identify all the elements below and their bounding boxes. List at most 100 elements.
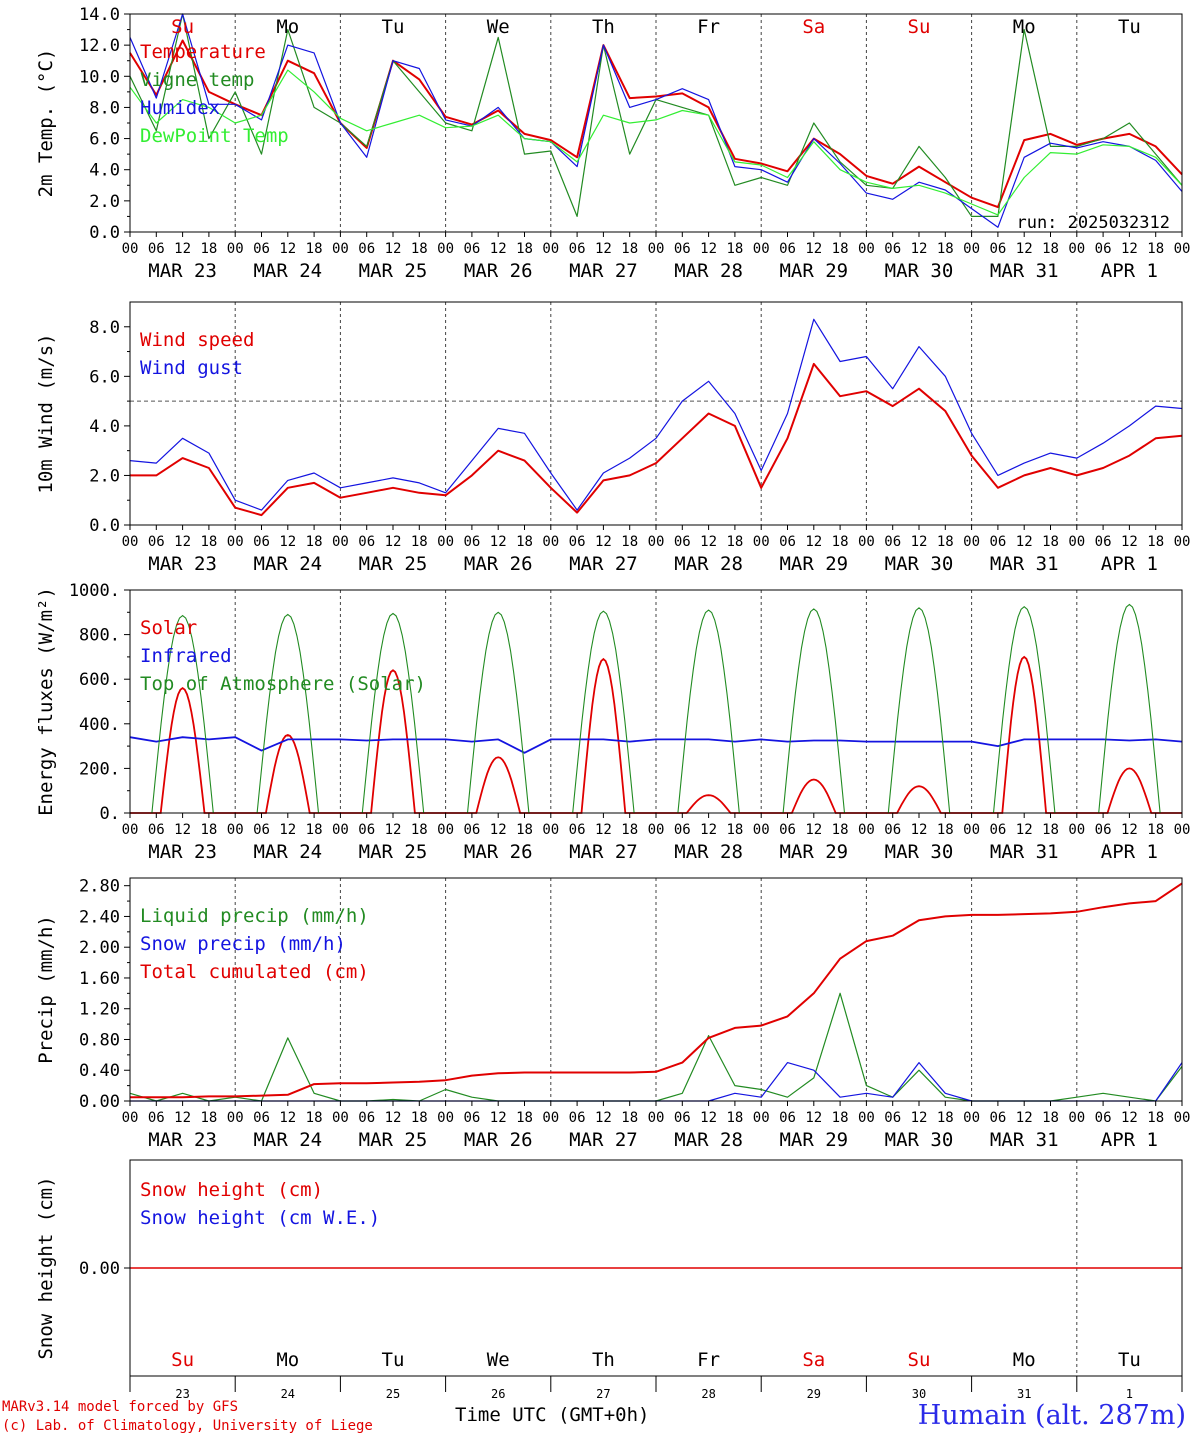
y-tick-label: 2.80: [79, 877, 120, 897]
weekday-label-top: Sa: [802, 16, 825, 38]
x-date-label: MAR 24: [253, 553, 322, 575]
x-tick-label: 06: [989, 1110, 1006, 1126]
x-tick-label: 12: [700, 822, 717, 838]
x-tick-label: 00: [1068, 1110, 1085, 1126]
y-tick-label: 6.0: [89, 130, 120, 150]
x-tick-label: 12: [490, 534, 507, 550]
x-tick-label: 18: [411, 822, 428, 838]
x-date-label: MAR 23: [148, 841, 217, 863]
x-tick-label: 12: [174, 241, 191, 257]
x-tick-label: 06: [148, 534, 165, 550]
x-tick-label: 00: [648, 534, 665, 550]
x-tick-label: 00: [753, 822, 770, 838]
x-tick-label: 18: [200, 822, 217, 838]
x-tick-label: 12: [805, 241, 822, 257]
x-date-label: MAR 28: [674, 841, 743, 863]
x-tick-label: 00: [753, 1110, 770, 1126]
y-axis-label: 2m Temp. (°C): [35, 49, 57, 198]
x-date-label: MAR 24: [253, 841, 322, 863]
x-tick-label: 00: [227, 822, 244, 838]
x-tick-label: 18: [200, 241, 217, 257]
x-date-label: MAR 23: [148, 260, 217, 282]
x-tick-label: 00: [542, 534, 559, 550]
x-tick-label: 00: [648, 1110, 665, 1126]
x-tick-label: 00: [332, 822, 349, 838]
x-tick-label: 06: [148, 822, 165, 838]
day-number-label: 28: [701, 1387, 715, 1401]
x-date-label: APR 1: [1101, 260, 1158, 282]
x-tick-label: 12: [595, 822, 612, 838]
legend-entry: Snow height (cm): [140, 1179, 323, 1201]
y-tick-label: 0.: [100, 804, 120, 824]
x-tick-label: 18: [1147, 822, 1164, 838]
x-tick-label: 00: [858, 822, 875, 838]
y-tick-label: 1.60: [79, 969, 120, 989]
x-date-label: MAR 30: [885, 260, 954, 282]
panel-frame-2: [129, 301, 1183, 526]
x-date-label: MAR 27: [569, 260, 638, 282]
y-axis-label: 10m Wind (m/s): [35, 333, 57, 493]
y-tick-label: 200.: [79, 759, 120, 779]
y-tick-label: 1000.: [69, 581, 120, 601]
x-tick-label: 18: [1042, 1110, 1059, 1126]
x-date-label: MAR 30: [885, 553, 954, 575]
series-line-top-of-atmosphere-solar-: [130, 603, 1182, 814]
x-tick-label: 18: [832, 1110, 849, 1126]
weekday-label-top: Tu: [382, 16, 405, 38]
x-tick-label: 06: [884, 822, 901, 838]
x-tick-label: 06: [884, 534, 901, 550]
x-tick-label: 18: [621, 1110, 638, 1126]
x-tick-label: 00: [858, 241, 875, 257]
weekday-label-bottom: Fr: [697, 1349, 720, 1371]
weekday-label-top: Su: [171, 16, 194, 38]
x-tick-label: 00: [1068, 822, 1085, 838]
y-tick-label: 4.0: [89, 417, 120, 437]
x-tick-label: 00: [122, 241, 139, 257]
x-tick-label: 06: [989, 822, 1006, 838]
x-date-label: MAR 27: [569, 553, 638, 575]
x-tick-label: 12: [1121, 241, 1138, 257]
x-tick-label: 06: [569, 822, 586, 838]
x-tick-label: 00: [227, 534, 244, 550]
x-tick-label: 06: [358, 534, 375, 550]
model-credit-line-1: MARv3.14 model forced by GFS: [2, 1399, 239, 1415]
day-number-label: 26: [491, 1387, 505, 1401]
x-tick-label: 00: [1174, 1110, 1191, 1126]
weekday-label-top: Su: [908, 16, 931, 38]
x-tick-label: 06: [253, 822, 270, 838]
x-tick-label: 00: [542, 241, 559, 257]
x-tick-label: 12: [490, 1110, 507, 1126]
x-tick-label: 12: [385, 534, 402, 550]
legend-entry: Snow precip (mm/h): [140, 933, 346, 955]
weekday-label-bottom: Th: [592, 1349, 615, 1371]
x-date-label: MAR 25: [359, 260, 428, 282]
x-tick-label: 00: [332, 241, 349, 257]
weekday-label-top: Fr: [697, 16, 720, 38]
x-tick-label: 00: [753, 534, 770, 550]
x-tick-label: 00: [332, 534, 349, 550]
x-tick-label: 12: [1016, 534, 1033, 550]
x-date-label: MAR 29: [779, 1129, 848, 1151]
legend-entry: Snow height (cm W.E.): [140, 1207, 380, 1229]
day-number-label: 29: [807, 1387, 821, 1401]
x-tick-label: 18: [516, 822, 533, 838]
x-tick-label: 18: [306, 1110, 323, 1126]
x-tick-label: 12: [174, 534, 191, 550]
x-tick-label: 12: [805, 1110, 822, 1126]
x-tick-label: 00: [963, 534, 980, 550]
x-tick-label: 06: [358, 241, 375, 257]
x-tick-label: 18: [411, 1110, 428, 1126]
grid-layer: [130, 14, 1182, 1376]
time-axis-label: Time UTC (GMT+0h): [455, 1404, 650, 1426]
panel-frame-3: [129, 589, 1183, 814]
x-date-label: MAR 30: [885, 1129, 954, 1151]
x-date-label: MAR 26: [464, 553, 533, 575]
y-axis-label: Energy fluxes (W/m²): [35, 587, 57, 816]
x-date-label: MAR 26: [464, 841, 533, 863]
x-date-label: MAR 25: [359, 553, 428, 575]
legend-entry: Temperature: [140, 41, 266, 63]
x-tick-label: 12: [1121, 1110, 1138, 1126]
x-tick-label: 00: [963, 822, 980, 838]
x-date-label: MAR 26: [464, 260, 533, 282]
x-tick-label: 06: [148, 241, 165, 257]
